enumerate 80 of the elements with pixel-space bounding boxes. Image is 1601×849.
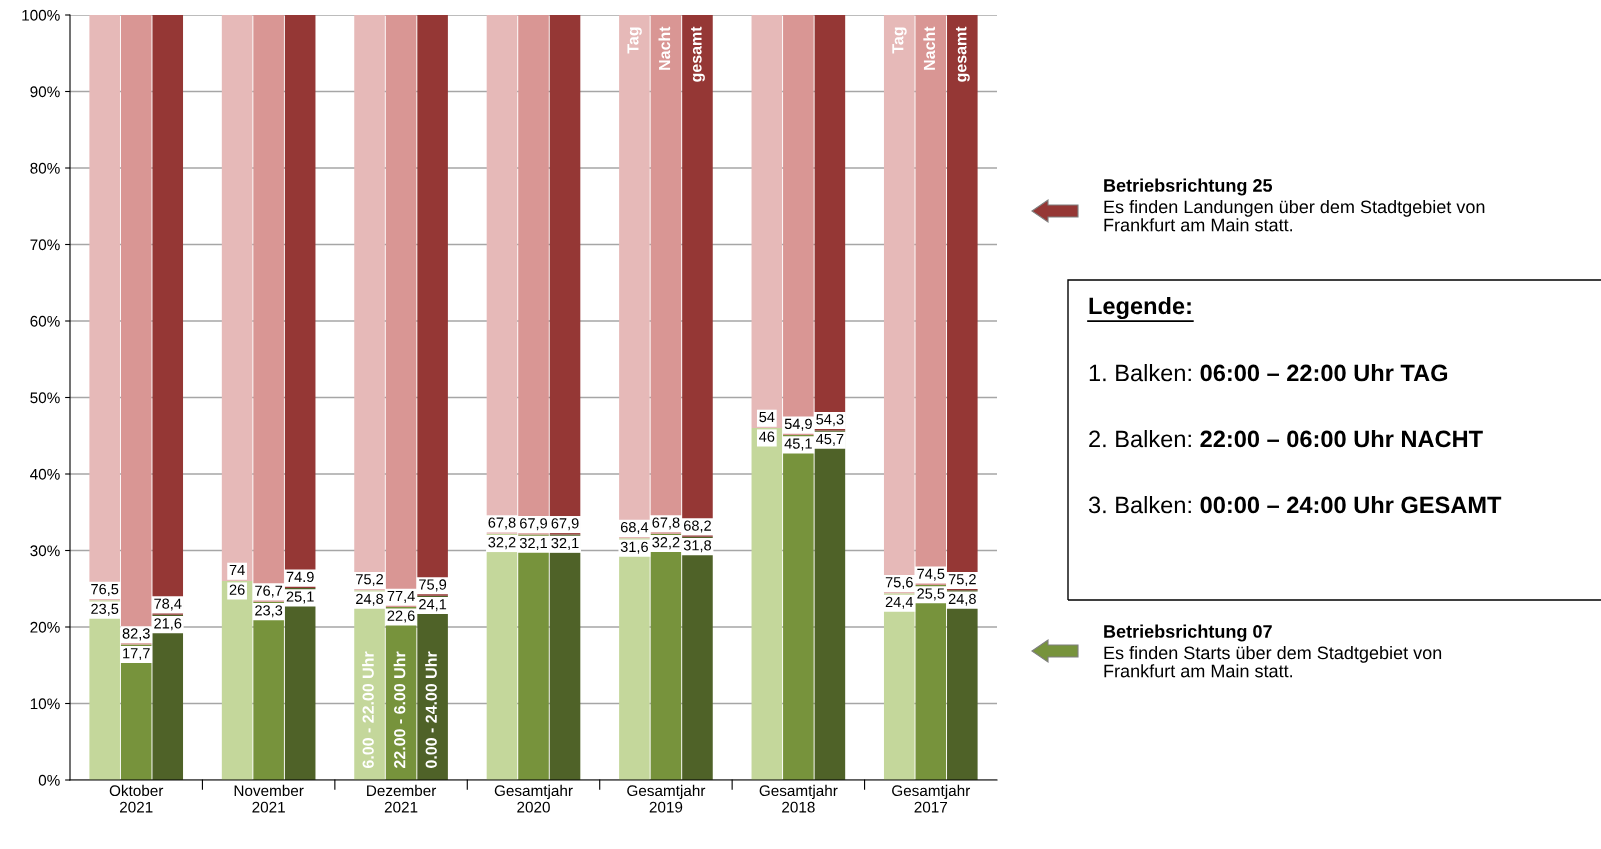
data-label: 24,1 — [419, 599, 447, 612]
data-label: 78,4 — [154, 598, 182, 611]
annotation: Tag — [892, 27, 907, 54]
data-label: 32,1 — [519, 537, 547, 550]
data-label: 54 — [759, 411, 775, 423]
text: 22:00 – 06:00 Uhr NACHT — [1200, 429, 1483, 448]
data-label: 75,2 — [356, 574, 383, 587]
data-label: 74 — [229, 564, 245, 576]
data-label: 25,5 — [917, 588, 945, 601]
data-label: 67,8 — [488, 517, 516, 530]
text: Betriebsrichtung 25 — [1104, 178, 1273, 196]
data-label: 68,2 — [684, 520, 711, 533]
data-label: 68,4 — [620, 521, 649, 535]
y-tick-label: 100% — [22, 9, 60, 21]
data-label: 24,4 — [885, 596, 914, 609]
annotation: gesamt — [955, 26, 970, 82]
x-tick-label: Dezember 2021 — [367, 784, 437, 813]
text: Betriebsrichtung 07 — [1104, 624, 1272, 642]
data-label: 31,8 — [683, 540, 712, 553]
x-tick-label: Oktober 2021 — [109, 784, 164, 813]
text: 1. Balken: — [1089, 363, 1191, 382]
data-label: 75,6 — [885, 577, 913, 590]
annotation: gesamt — [691, 26, 705, 82]
data-label: 25,1 — [286, 591, 314, 604]
data-label: 67,9 — [551, 518, 579, 531]
annotation: 22.00 - 6.00 Uhr — [393, 651, 406, 768]
text: 00:00 – 24:00 Uhr GESAMT — [1200, 495, 1502, 514]
data-label: 32,1 — [551, 537, 579, 550]
text: 3. Balken: — [1088, 495, 1191, 514]
data-label: 67,9 — [520, 518, 547, 531]
data-label: 32,2 — [652, 537, 680, 550]
data-label: 67,8 — [652, 517, 680, 530]
data-label: 75,9 — [419, 579, 447, 592]
data-label: 45,7 — [816, 433, 844, 446]
data-label: 54,9 — [784, 418, 812, 431]
x-tick-label: Gesamtjahr 2018 — [759, 784, 838, 813]
data-label: 23,5 — [91, 603, 119, 616]
data-label: 31,6 — [620, 541, 648, 554]
y-tick-label: 80% — [30, 162, 60, 174]
annotation: 6.00 - 22.00 Uhr — [362, 651, 374, 768]
data-label: 76,5 — [91, 583, 119, 597]
data-label: 24,8 — [948, 593, 976, 606]
data-label: 75,2 — [948, 574, 976, 587]
data-label: 82,3 — [122, 628, 150, 641]
data-label: 76,7 — [255, 585, 283, 598]
y-tick-label: 0% — [38, 774, 60, 786]
data-label: 46 — [759, 431, 775, 442]
text: Es finden Landungen über dem Stadtgebiet von Frankfurt am Main statt. — [1104, 200, 1485, 232]
y-tick-label: 10% — [30, 698, 60, 710]
data-label: 74,5 — [917, 568, 945, 581]
y-tick-label: 90% — [30, 86, 60, 98]
annotation: 0.00 - 24.00 Uhr — [425, 651, 437, 768]
x-tick-label: Gesamtjahr 2017 — [892, 784, 971, 813]
annotation: Nacht — [923, 26, 936, 70]
y-tick-label: 70% — [30, 239, 60, 251]
text: Es finden Starts über dem Stadtgebiet von Frankfurt am Main statt. — [1104, 646, 1442, 678]
y-tick-label: 40% — [30, 468, 60, 480]
data-label: 17,7 — [123, 648, 150, 661]
data-label: 24,8 — [356, 593, 384, 606]
annotation: Nacht — [658, 26, 671, 70]
y-tick-label: 50% — [30, 392, 60, 404]
data-label: 74.9 — [286, 571, 314, 583]
y-tick-label: 60% — [30, 315, 60, 327]
data-label: 77,4 — [387, 590, 415, 603]
data-label: 26 — [229, 584, 245, 595]
data-label: 32,2 — [488, 537, 516, 550]
text: 06:00 – 22:00 Uhr TAG — [1200, 363, 1448, 382]
annotation: Tag — [627, 27, 642, 54]
x-tick-label: Gesamtjahr 2019 — [627, 784, 706, 813]
data-label: 21,6 — [154, 618, 182, 631]
y-tick-label: 30% — [30, 545, 60, 557]
data-label: 45,1 — [784, 438, 812, 451]
x-tick-label: Gesamtjahr 2020 — [494, 784, 573, 813]
y-tick-label: 20% — [30, 621, 60, 633]
text: Legende: — [1089, 296, 1191, 320]
x-tick-label: November 2021 — [234, 784, 304, 813]
data-label: 22,6 — [387, 610, 415, 623]
text: 2. Balken: — [1089, 429, 1191, 448]
data-label: 54,3 — [816, 414, 844, 427]
data-label: 23,3 — [255, 605, 283, 618]
